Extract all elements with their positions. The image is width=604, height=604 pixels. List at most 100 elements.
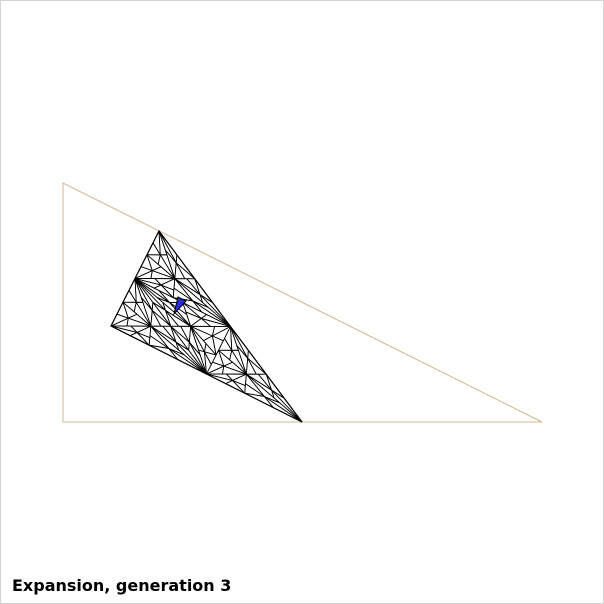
mesh-edge	[134, 270, 153, 279]
mesh-edge	[128, 313, 138, 319]
mesh-edge	[212, 326, 231, 337]
mesh-edge	[158, 290, 170, 303]
mesh-edge	[174, 278, 194, 302]
mesh-edge	[265, 374, 285, 399]
outer-triangle	[62, 182, 543, 423]
mesh-edge	[218, 350, 225, 367]
mesh-edge	[169, 302, 191, 327]
mesh-edge	[206, 364, 212, 375]
mesh-edge	[226, 373, 233, 381]
mesh-edge	[116, 313, 129, 319]
mesh-edge	[160, 284, 174, 298]
mesh-edge	[164, 249, 176, 279]
mesh-edge	[202, 302, 231, 327]
mesh-edge	[244, 392, 265, 397]
mesh-edge	[134, 278, 137, 303]
mesh-edge	[224, 338, 233, 351]
mesh-edge	[122, 302, 129, 319]
mesh-edge	[149, 344, 169, 349]
mesh-edge	[231, 350, 247, 375]
mesh-edge	[271, 389, 285, 399]
mesh-edge	[182, 302, 207, 315]
mesh-edge	[162, 302, 166, 311]
mesh-edge	[175, 341, 189, 351]
mesh-edge	[201, 318, 211, 327]
mesh-edge	[140, 254, 148, 267]
mesh-edge	[110, 313, 118, 327]
mesh-edge	[116, 302, 124, 315]
mesh-edge	[172, 288, 175, 298]
mesh-edge	[157, 254, 161, 265]
mesh-edge	[199, 294, 231, 327]
mesh-edge	[283, 397, 303, 423]
mesh-edge	[206, 373, 233, 381]
mesh-edge	[150, 325, 179, 351]
mesh-edge	[134, 278, 142, 298]
mesh-edge	[160, 278, 175, 286]
mesh-edge	[160, 266, 176, 279]
mesh-edge	[245, 374, 247, 384]
mesh-edge	[152, 266, 162, 272]
mesh-edge	[122, 301, 138, 315]
mesh-edge	[203, 335, 213, 342]
mesh-edge	[150, 325, 170, 349]
mesh-edge	[244, 392, 274, 408]
mesh-edge	[133, 302, 137, 312]
mesh-edge	[149, 335, 170, 349]
mesh-edge	[230, 326, 249, 351]
mesh-edge	[222, 366, 225, 375]
mesh-edge	[151, 310, 172, 327]
mesh-edge	[134, 278, 162, 286]
mesh-edge	[188, 349, 207, 375]
mesh-edge	[257, 373, 272, 391]
mesh-edge	[134, 278, 153, 311]
mesh-edge	[129, 335, 150, 346]
mesh-edge	[174, 278, 203, 303]
mesh-edge	[247, 358, 257, 375]
mesh-edge	[149, 326, 152, 336]
mesh-edge	[128, 317, 151, 327]
mesh-edge	[230, 326, 249, 359]
mesh-edge	[186, 278, 201, 295]
mesh-edge	[134, 278, 160, 291]
mesh-edge	[190, 326, 204, 341]
mesh-edge	[245, 358, 249, 375]
mesh-edge	[175, 254, 178, 263]
mesh-edge	[218, 349, 233, 363]
mesh-edge	[135, 302, 152, 327]
mesh-edge	[247, 350, 249, 359]
mesh-edge	[148, 335, 151, 346]
mesh-edge	[246, 373, 275, 399]
mesh-edge	[192, 300, 203, 313]
mesh-edge	[165, 310, 180, 327]
mesh-edge	[174, 278, 201, 295]
mesh-edge	[175, 262, 186, 279]
mesh-edge	[248, 350, 267, 375]
mesh-edge	[246, 373, 265, 397]
mesh-edge	[212, 326, 215, 337]
mesh-edge	[206, 365, 224, 375]
mesh-edge	[190, 318, 202, 327]
mesh-edge	[204, 351, 217, 356]
mesh-edge	[236, 345, 247, 375]
mesh-edge	[247, 358, 267, 375]
mesh-edge	[158, 230, 166, 251]
mesh-edge	[215, 340, 224, 356]
mesh-edge	[265, 374, 272, 391]
mesh-edge	[204, 351, 212, 365]
mesh-edge	[134, 278, 154, 303]
mesh-edge	[271, 390, 275, 399]
mesh-edge	[146, 254, 153, 271]
mesh-edge	[230, 326, 233, 351]
mesh-edge	[192, 300, 209, 308]
mesh-edge	[134, 278, 166, 311]
mesh-edge	[141, 297, 153, 311]
mesh-edge	[162, 325, 177, 343]
mesh-edge	[271, 389, 303, 423]
mesh-edge	[152, 230, 160, 244]
mesh-edge	[136, 332, 151, 338]
mesh-edge	[185, 311, 202, 319]
mesh-edge	[236, 345, 248, 359]
mesh-edge	[154, 278, 162, 286]
